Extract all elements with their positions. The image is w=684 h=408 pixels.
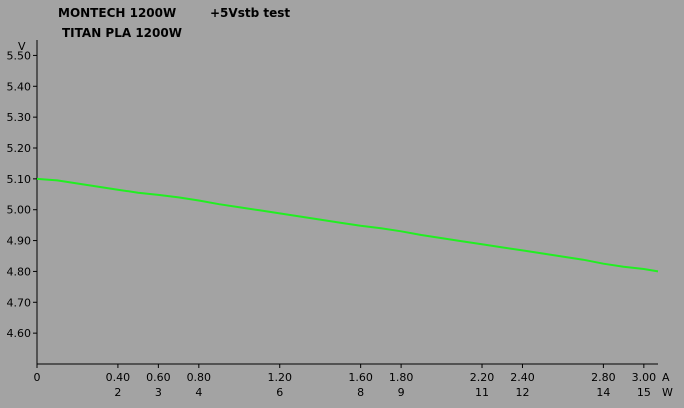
x-tick-label: 1.60 bbox=[348, 371, 373, 384]
x-ticks: 0 0.40 0.60 0.80 1.20 1.60 1.80 2.20 2.40 2.80 3.0… bbox=[34, 364, 657, 384]
y-tick-label: 4.90 bbox=[7, 235, 32, 248]
watt-tick-label: 3 bbox=[155, 386, 162, 399]
y-tick-label: 5.30 bbox=[7, 111, 32, 124]
watt-tick-label: 9 bbox=[398, 386, 405, 399]
x-tick-label: 2.20 bbox=[470, 371, 495, 384]
y-tick-label: 4.60 bbox=[7, 327, 32, 340]
watt-ticks: 2 3 4 6 8 9 11 12 14 15 bbox=[114, 386, 650, 399]
y-tick-label: 5.20 bbox=[7, 142, 32, 155]
header-line-1: MONTECH 1200W bbox=[58, 6, 176, 20]
watt-tick-label: 8 bbox=[357, 386, 364, 399]
x-axis-label: A bbox=[662, 371, 670, 384]
x-tick-label: 0.60 bbox=[146, 371, 171, 384]
x2-axis-label: W bbox=[662, 386, 673, 399]
y-tick-label: 5.00 bbox=[7, 204, 32, 217]
watt-tick-label: 12 bbox=[515, 386, 529, 399]
header-line-2: TITAN PLA 1200W bbox=[62, 26, 182, 40]
watt-tick-label: 11 bbox=[475, 386, 489, 399]
y-tick-label: 5.50 bbox=[7, 49, 32, 62]
x-tick-label: 2.40 bbox=[510, 371, 535, 384]
x-tick-label: 1.20 bbox=[267, 371, 292, 384]
watt-tick-label: 14 bbox=[596, 386, 610, 399]
x-tick-label: 2.80 bbox=[591, 371, 616, 384]
watt-tick-label: 2 bbox=[114, 386, 121, 399]
y-tick-label: 4.80 bbox=[7, 265, 32, 278]
chart-title: +5Vstb test bbox=[210, 6, 290, 20]
series-group bbox=[36, 177, 659, 273]
y-tick-label: 4.70 bbox=[7, 296, 32, 309]
x-tick-label: 1.80 bbox=[389, 371, 414, 384]
x-tick-label: 0.40 bbox=[106, 371, 131, 384]
x-tick-label: 0.80 bbox=[187, 371, 212, 384]
y-tick-label: 5.40 bbox=[7, 80, 32, 93]
x-tick-label: 3.00 bbox=[632, 371, 657, 384]
x-tick-label: 0 bbox=[34, 371, 41, 384]
y-ticks: 4.60 4.70 4.80 4.90 5.00 5.10 5.20 5.30 5.40 5.50 bbox=[7, 49, 37, 340]
watt-tick-label: 4 bbox=[195, 386, 202, 399]
y-tick-label: 5.10 bbox=[7, 173, 32, 186]
y-axis-label: V bbox=[18, 40, 26, 53]
series-line bbox=[36, 177, 659, 273]
watt-tick-label: 15 bbox=[637, 386, 651, 399]
watt-tick-label: 6 bbox=[276, 386, 283, 399]
